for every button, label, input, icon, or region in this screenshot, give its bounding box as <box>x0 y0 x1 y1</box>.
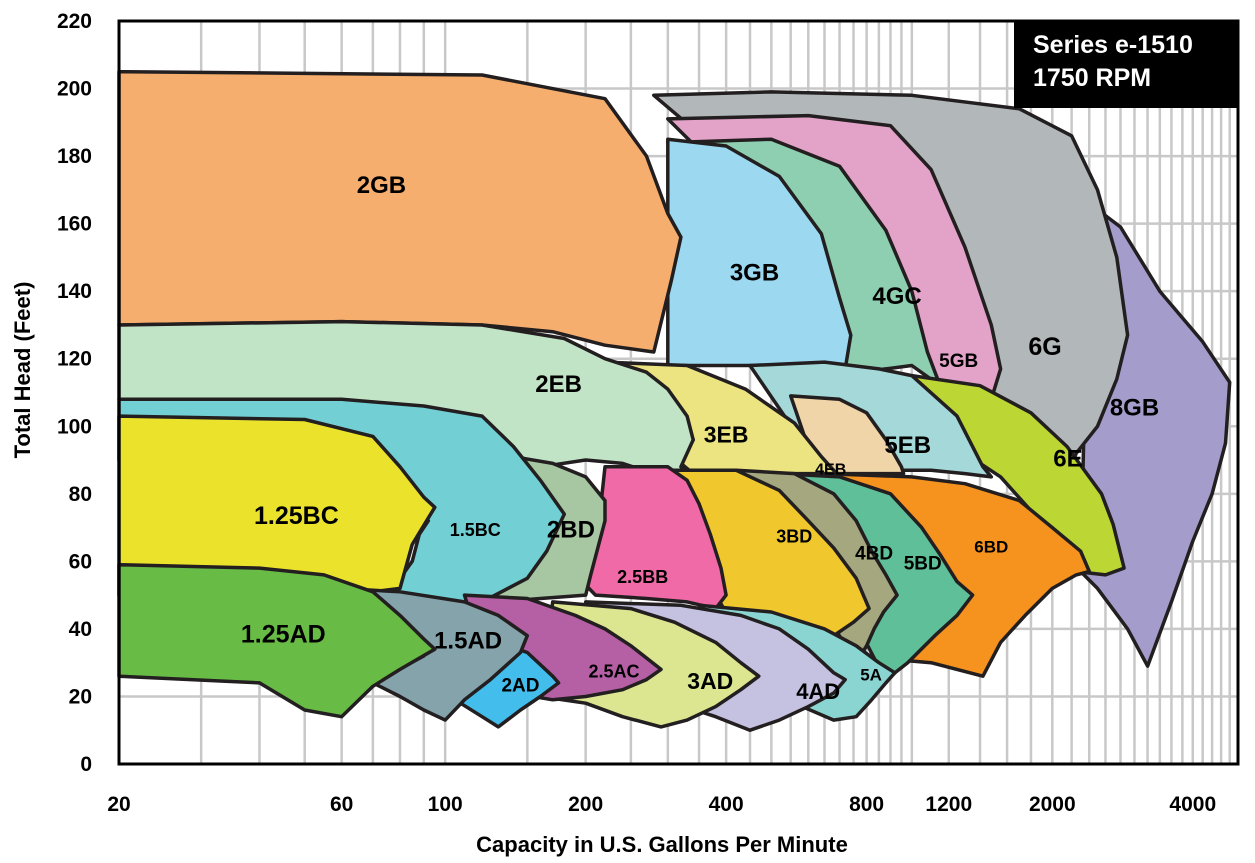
x-tick-labels: 20 60 100 200 400 800 1200 2000 4000 <box>107 793 1216 816</box>
region-label-5a: 5A <box>860 666 882 685</box>
x-tick-label: 20 <box>107 793 130 816</box>
chart-title-box: Series e-1510 1750 RPM <box>1014 21 1238 108</box>
region-label-8gb: 8GB <box>1110 395 1159 422</box>
y-tick-label: 20 <box>69 685 92 708</box>
x-tick-label: 100 <box>428 793 463 816</box>
region-label-5gb: 5GB <box>939 351 978 372</box>
y-tick-label: 120 <box>57 348 92 371</box>
region-label-2ad: 2AD <box>501 675 539 696</box>
region-label-1-5bc: 1.5BC <box>450 520 501 540</box>
region-label-2bd: 2BD <box>547 516 595 543</box>
y-tick-label: 40 <box>69 618 92 641</box>
y-tick-label: 220 <box>57 10 92 33</box>
region-label-3eb: 3EB <box>704 421 749 447</box>
region-label-5eb: 5EB <box>884 432 931 459</box>
y-tick-label: 160 <box>57 213 92 236</box>
region-2gb <box>117 69 683 354</box>
region-label-6g: 6G <box>1028 333 1061 361</box>
region-label-6bd: 6BD <box>974 537 1008 556</box>
region-label-3gb: 3GB <box>730 260 779 287</box>
y-tick-label: 140 <box>57 280 92 303</box>
x-tick-label: 1200 <box>925 793 972 816</box>
region-label-4gc: 4GC <box>872 283 921 310</box>
region-label-3bd: 3BD <box>776 526 812 546</box>
chart-subtitle: 1750 RPM <box>1033 64 1152 92</box>
x-tick-label: 4000 <box>1169 793 1216 816</box>
x-tick-label: 200 <box>568 793 603 816</box>
region-label-2eb: 2EB <box>535 371 582 398</box>
region-label-1-25ad: 1.25AD <box>241 620 326 648</box>
region-1-25ad <box>117 562 437 719</box>
region-label-2gb: 2GB <box>357 172 406 199</box>
region-3gb <box>666 137 853 371</box>
y-tick-label: 0 <box>80 753 92 776</box>
region-label-2-5bb: 2.5BB <box>617 567 668 587</box>
y-tick-labels: 0 20 40 60 80 100 120 140 160 180 200 220 <box>57 10 92 776</box>
x-tick-label: 800 <box>849 793 884 816</box>
y-axis-title: Total Head (Feet) <box>10 282 35 459</box>
x-tick-label: 60 <box>330 793 353 816</box>
x-tick-label: 400 <box>709 793 744 816</box>
region-label-4bd: 4BD <box>855 544 893 565</box>
y-tick-label: 100 <box>57 415 92 438</box>
plot-border <box>117 19 1240 766</box>
region-labels: 8GB 6G 5GB 4GC 3GB 2GB 6E 5EB 4EB 3EB 2EB 6BD 5BD 4BD… <box>241 172 1159 704</box>
region-label-1-5ad: 1.5AD <box>434 628 502 655</box>
region-label-2-5ac: 2.5AC <box>588 662 639 682</box>
x-axis-title: Capacity in U.S. Gallons Per Minute <box>476 832 848 857</box>
region-label-4eb: 4EB <box>815 461 846 478</box>
y-tick-label: 60 <box>69 550 92 573</box>
chart-title: Series e-1510 <box>1033 31 1193 59</box>
region-label-1-25bc: 1.25BC <box>254 502 339 530</box>
region-label-5bd: 5BD <box>904 554 942 575</box>
x-tick-label: 2000 <box>1029 793 1076 816</box>
region-label-3ad: 3AD <box>687 668 733 694</box>
region-label-6e: 6E <box>1053 445 1082 472</box>
y-tick-label: 180 <box>57 145 92 168</box>
y-tick-label: 200 <box>57 78 92 101</box>
pump-regions <box>117 69 1232 732</box>
y-tick-label: 80 <box>69 483 92 506</box>
region-label-4ad: 4AD <box>796 679 840 704</box>
